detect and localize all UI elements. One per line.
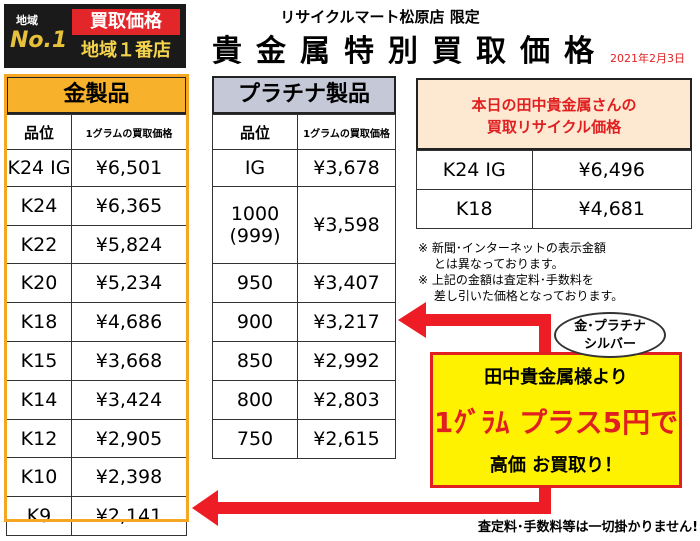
platinum-grade: 950 (212, 263, 298, 303)
table-row: K22 ¥5,824 (6, 225, 187, 264)
promo-line3: 高価 お買取り！ (489, 455, 623, 476)
tanaka-price-table: K24 IG ¥6,496 K18 ¥4,681 (416, 150, 692, 229)
gold-grade: K12 (6, 419, 72, 458)
promo-line2: 1ｸﾞﾗﾑ プラス5円で (433, 406, 679, 439)
table-row: K24 IG ¥6,501 (6, 149, 187, 187)
gold-price: ¥2,398 (71, 457, 187, 497)
table-row: 900 ¥3,217 (212, 302, 396, 342)
platinum-grade: 750 (212, 419, 298, 459)
gold-grade: K9 (6, 496, 72, 536)
platinum-price: ¥2,992 (297, 341, 396, 381)
platinum-price: ¥2,803 (297, 380, 396, 420)
gold-grade: K24 (6, 186, 72, 226)
table-row: K10 ¥2,398 (6, 457, 187, 497)
gold-grade: K22 (6, 225, 72, 264)
arrow-head-lower (192, 490, 218, 526)
badge-line2: 地域１番店 (81, 40, 171, 61)
table-row: K20 ¥5,234 (6, 263, 187, 303)
gold-price: ¥3,424 (71, 380, 187, 420)
tanaka-price: ¥6,496 (531, 150, 692, 190)
note-line: 差し引いた価格となっております。 (418, 289, 624, 303)
footer-note: 査定料･手数料等は一切掛かりません! (477, 520, 698, 535)
platinum-price: ¥3,217 (297, 302, 396, 342)
arrow-head-upper (398, 302, 426, 338)
platinum-price: ¥3,407 (297, 263, 396, 303)
gold-price: ¥4,686 (71, 302, 187, 342)
bubble-line2: シルバー (583, 337, 636, 352)
table-row: K18 ¥4,681 (416, 189, 692, 229)
date: 2021年2月3日 (610, 52, 685, 65)
gold-price: ¥5,824 (71, 225, 187, 264)
gold-col-grade: 品位 (6, 114, 72, 150)
note-line: ※ 新聞･インターネットの表示金額 (418, 241, 606, 255)
table-row: 750 ¥2,615 (212, 419, 396, 459)
platinum-price: ¥2,615 (297, 419, 396, 459)
metal-types-bubble: 金･プラチナ シルバー (554, 312, 666, 358)
table-row: K24 IG ¥6,496 (416, 150, 692, 190)
badge-no1: No.1 (10, 28, 68, 53)
gold-grade: K24 IG (6, 149, 72, 187)
bubble-line1: 金･プラチナ (574, 319, 646, 334)
table-row: K14 ¥3,424 (6, 380, 187, 420)
platinum-price: ¥3,598 (297, 186, 396, 264)
table-row: K18 ¥4,686 (6, 302, 187, 342)
tanaka-heading-line2: 買取リサイクル価格 (486, 118, 622, 136)
gold-price: ¥2,905 (71, 419, 187, 458)
platinum-grade: 850 (212, 341, 298, 381)
table-row: K15 ¥3,668 (6, 341, 187, 381)
gold-price: ¥6,365 (71, 186, 187, 226)
platinum-table-title: プラチナ製品 (212, 76, 396, 114)
platinum-grade: 900 (212, 302, 298, 342)
gold-table-title: 金製品 (6, 76, 187, 114)
crest-emblem: 地域 No.1 (8, 8, 68, 64)
note-line: とは異なっております。 (418, 257, 564, 271)
gold-price-table: 品位 1グラムの買取価格 K24 IG ¥6,501 K24 ¥6,365 K22 ¥5,… (6, 114, 187, 536)
badge-small-text: 地域 (16, 14, 38, 27)
promo-line1: 田中貴金属様より (484, 367, 628, 388)
tanaka-grade: K18 (416, 189, 533, 229)
gold-grade: K10 (6, 457, 72, 497)
table-row: 850 ¥2,992 (212, 341, 396, 381)
gold-price: ¥3,668 (71, 341, 187, 381)
table-row: IG ¥3,678 (212, 149, 396, 187)
gold-grade: K14 (6, 380, 72, 420)
platinum-col-price: 1グラムの買取価格 (297, 114, 396, 150)
badge-line1: 買取価格 (72, 9, 180, 35)
tanaka-heading-line1: 本日の田中貴金属さんの (471, 96, 637, 114)
gold-price: ¥2,141 (71, 496, 187, 536)
ranking-badge: 地域 No.1 買取価格 地域１番店 (4, 4, 186, 68)
arrow-to-k9 (214, 488, 551, 514)
table-row: 950 ¥3,407 (212, 263, 396, 303)
table-row: K24 ¥6,365 (6, 186, 187, 226)
table-row: 800 ¥2,803 (212, 380, 396, 420)
table-row: 1000 (999) ¥3,598 (212, 186, 396, 264)
page-title: 貴金属特別買取価格 (212, 34, 608, 69)
platinum-price: ¥3,678 (297, 149, 396, 187)
table-row: K12 ¥2,905 (6, 419, 187, 458)
gold-grade: K15 (6, 341, 72, 381)
tanaka-grade: K24 IG (416, 150, 533, 190)
platinum-col-grade: 品位 (212, 114, 298, 150)
platinum-grade: 800 (212, 380, 298, 420)
platinum-price-table: 品位 1グラムの買取価格 IG ¥3,678 1000 (999) ¥3,598 950… (212, 114, 396, 459)
tanaka-price-heading: 本日の田中貴金属さんの 買取リサイクル価格 (416, 78, 692, 150)
platinum-grade: IG (212, 149, 298, 187)
platinum-grade: 1000 (999) (212, 186, 298, 264)
store-name: リサイクルマート松原店 限定 (280, 8, 480, 26)
notes: ※ 新聞･インターネットの表示金額 とは異なっております。 ※ 上記の金額は査定… (418, 240, 698, 304)
gold-price: ¥6,501 (71, 149, 187, 187)
gold-grade: K18 (6, 302, 72, 342)
table-row: K9 ¥2,141 (6, 496, 187, 536)
arrow-to-900 (422, 314, 551, 352)
gold-col-price: 1グラムの買取価格 (71, 114, 187, 150)
plus-5yen-promo: 田中貴金属様より 1ｸﾞﾗﾑ プラス5円で 高価 お買取り！ (430, 352, 682, 488)
note-line: ※ 上記の金額は査定料･手数料を (418, 273, 594, 287)
tanaka-price: ¥4,681 (531, 189, 692, 229)
gold-grade: K20 (6, 263, 72, 303)
gold-price: ¥5,234 (71, 263, 187, 303)
